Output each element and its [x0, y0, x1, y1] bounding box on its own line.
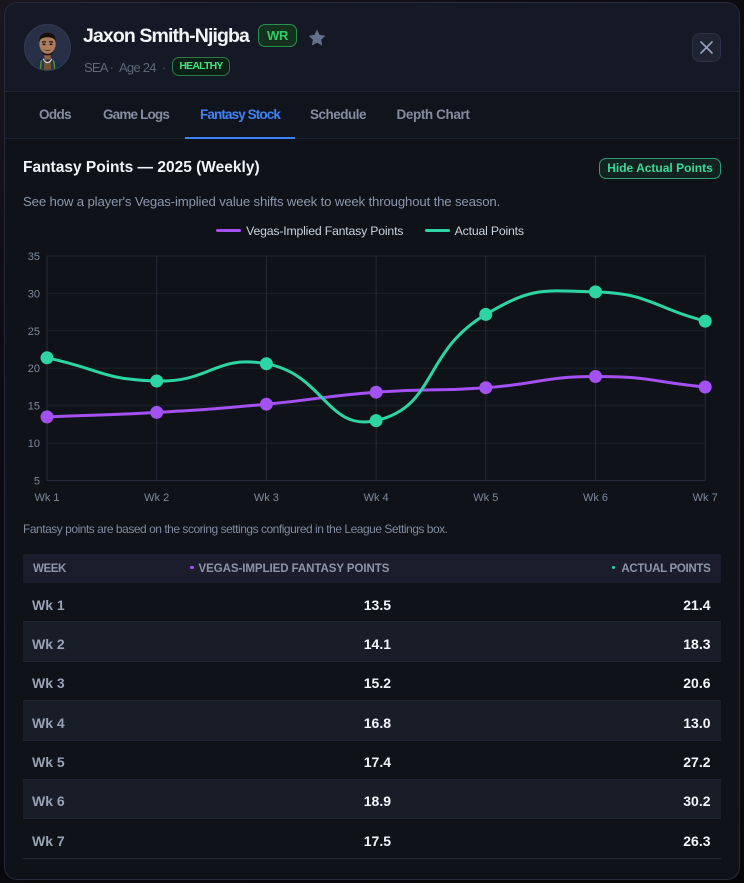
svg-text:25: 25: [28, 326, 40, 338]
svg-text:Wk 1: Wk 1: [34, 492, 59, 504]
svg-text:Wk 7: Wk 7: [693, 492, 718, 504]
svg-text:Wk 2: Wk 2: [144, 492, 169, 504]
svg-text:Wk 5: Wk 5: [473, 492, 498, 504]
svg-text:Wk 6: Wk 6: [583, 492, 608, 504]
svg-text:30: 30: [28, 288, 40, 300]
svg-text:5: 5: [34, 476, 40, 488]
svg-text:20: 20: [28, 363, 40, 375]
svg-text:Wk 4: Wk 4: [364, 492, 389, 504]
svg-text:Wk 3: Wk 3: [254, 492, 279, 504]
svg-text:35: 35: [28, 251, 40, 263]
svg-text:10: 10: [28, 438, 40, 450]
svg-text:15: 15: [28, 401, 40, 413]
